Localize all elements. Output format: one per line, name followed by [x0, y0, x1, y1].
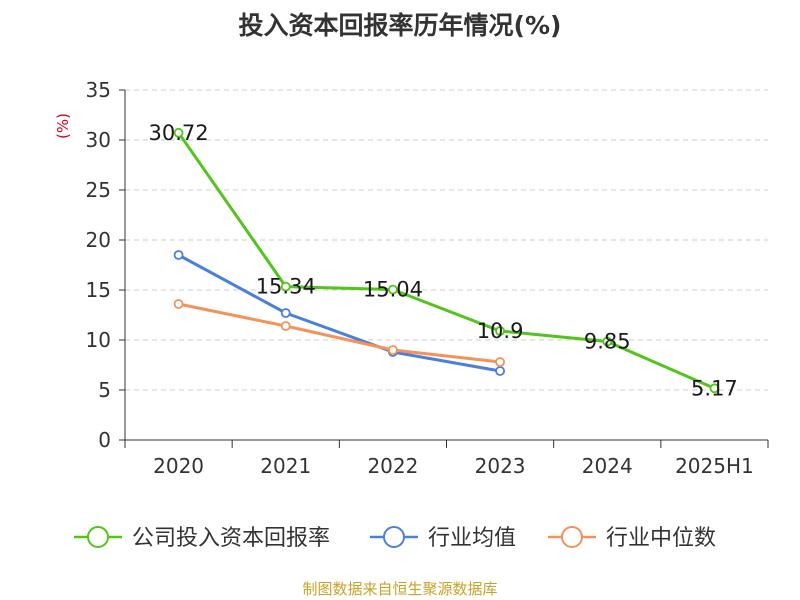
data-point [173, 127, 184, 138]
data-point [280, 281, 291, 292]
legend-label: 行业均值 [428, 526, 516, 551]
legend-label: 行业中位数 [606, 526, 716, 551]
data-point [495, 366, 505, 376]
legend-marker [87, 526, 109, 548]
data-label: 10.9 [477, 319, 524, 343]
data-point [388, 284, 398, 295]
data-point [173, 299, 184, 309]
x-tick-label: 2023 [475, 454, 526, 478]
legend-label: 公司投入资本回报率 [132, 526, 330, 551]
x-tick-label: 2022 [367, 454, 418, 478]
y-tick-label: 5 [98, 378, 111, 402]
legend-marker [561, 526, 583, 548]
data-point [602, 336, 613, 347]
y-tick-label: 10 [86, 328, 111, 352]
series-line [178, 302, 501, 364]
data-label: 30.72 [149, 121, 209, 145]
series-line [177, 131, 716, 390]
legend: 公司投入资本回报率 行业均值 行业中位数 [74, 526, 716, 551]
data-label: 15.34 [256, 275, 316, 299]
x-tick-label: 2025H1 [675, 454, 754, 478]
y-tick-label: 0 [98, 428, 111, 452]
data-label: 5.17 [691, 376, 738, 400]
y-tick-label: 20 [86, 228, 111, 252]
y-tick-label: 15 [86, 278, 111, 302]
data-point [280, 321, 291, 331]
chart-title: 投入资本回报率历年情况(%) [238, 11, 562, 40]
data-point [280, 308, 291, 318]
source-note: 制图数据来自恒生聚源数据库 [302, 580, 498, 598]
series-line [177, 253, 501, 373]
y-tick-label: 25 [86, 178, 111, 202]
data-point [173, 250, 184, 260]
x-tick-label: 2024 [582, 454, 633, 478]
x-tick-label: 2021 [260, 454, 311, 478]
x-tick-label: 2020 [153, 454, 204, 478]
data-label: 15.04 [363, 278, 423, 302]
legend-marker [383, 526, 405, 548]
data-point [495, 326, 505, 336]
y-tick-label: 35 [86, 78, 111, 102]
data-point [709, 383, 720, 394]
data-label: 9.85 [584, 330, 631, 354]
data-point [495, 357, 505, 367]
y-axis-label: (%) [54, 113, 72, 139]
y-tick-label: 30 [86, 128, 111, 152]
data-point [388, 345, 398, 355]
